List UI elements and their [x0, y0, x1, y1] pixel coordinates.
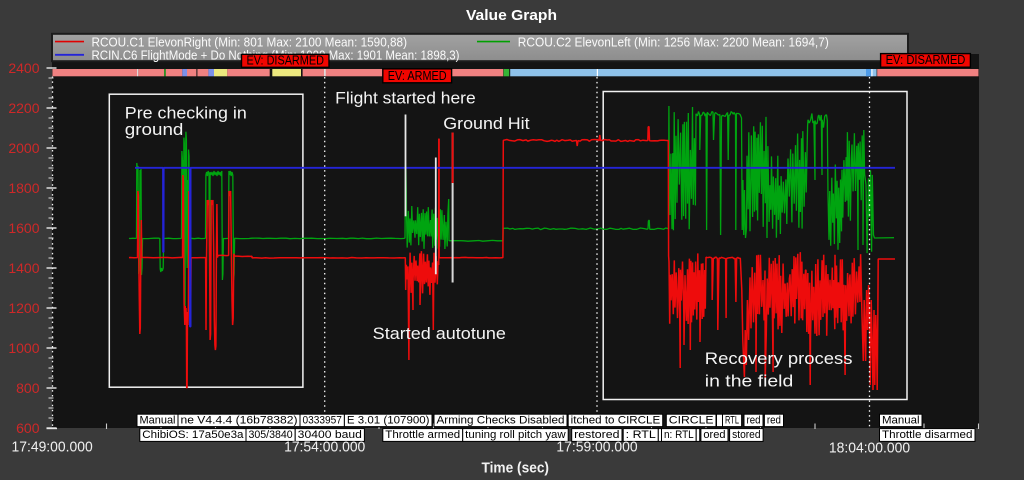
svg-text:ne V4.4.4 (16b78382): ne V4.4.4 (16b78382) [181, 414, 298, 426]
svg-text:1800: 1800 [8, 180, 39, 196]
svg-text:red: red [747, 414, 761, 426]
svg-text:CIRCLE: CIRCLE [669, 414, 714, 426]
svg-text:17:49:00.000: 17:49:00.000 [12, 439, 93, 456]
svg-text:RCOU.C1 ElevonRight (Min: 801: RCOU.C1 ElevonRight (Min: 801 Max: 2100 … [92, 35, 408, 49]
svg-text:ground: ground [125, 120, 184, 139]
svg-text:ChibiOS: 17a50e3a: ChibiOS: 17a50e3a [142, 429, 244, 441]
svg-text:1200: 1200 [8, 300, 39, 316]
svg-text:17:54:00.000: 17:54:00.000 [284, 439, 365, 456]
svg-text:Manual: Manual [140, 414, 176, 426]
svg-text:0333957: 0333957 [303, 414, 342, 426]
svg-text:18:04:00.000: 18:04:00.000 [829, 440, 910, 457]
svg-text:Ground Hit: Ground Hit [443, 114, 530, 133]
svg-text:stored: stored [732, 429, 761, 441]
svg-text:1000: 1000 [8, 340, 39, 356]
svg-text:Started autotune: Started autotune [373, 324, 506, 343]
svg-text:Recovery process: Recovery process [705, 349, 853, 368]
svg-text:n: RTL: n: RTL [664, 429, 694, 441]
svg-text:RCOU.C2 ElevonLeft (Min: 1256: RCOU.C2 ElevonLeft (Min: 1256 Max: 2200 … [518, 35, 829, 49]
svg-text:red: red [767, 414, 781, 426]
svg-text:30400 baud: 30400 baud [298, 429, 362, 441]
svg-text:itched to CIRCLE: itched to CIRCLE [571, 414, 661, 426]
svg-text:EV: ARMED: EV: ARMED [388, 69, 447, 83]
svg-text:RTL: RTL [725, 414, 739, 426]
svg-text:Arming Checks Disabled: Arming Checks Disabled [437, 414, 565, 426]
svg-text:: RTL: : RTL [626, 429, 656, 441]
svg-text:EV: DISARMED: EV: DISARMED [246, 53, 324, 67]
svg-text:Pre checking in: Pre checking in [125, 103, 247, 122]
svg-text:E 3.01 (107900): E 3.01 (107900) [347, 414, 430, 426]
svg-text:tuning roll pitch yaw: tuning roll pitch yaw [465, 429, 566, 441]
svg-text:Manual: Manual [882, 414, 920, 426]
svg-text:17:59:00.000: 17:59:00.000 [556, 439, 637, 456]
svg-text:600: 600 [16, 420, 40, 436]
svg-text:Flight started here: Flight started here [335, 89, 476, 108]
svg-text:1400: 1400 [8, 260, 39, 276]
svg-text:2000: 2000 [8, 140, 39, 156]
svg-text:Time (sec): Time (sec) [482, 460, 550, 476]
svg-text:800: 800 [16, 380, 40, 396]
svg-text:2400: 2400 [8, 60, 39, 76]
svg-text:in the field: in the field [705, 372, 794, 391]
svg-text:1600: 1600 [8, 220, 39, 236]
svg-text:EV: DISARMED: EV: DISARMED [886, 53, 966, 67]
svg-text:restored: restored [574, 429, 619, 441]
svg-text:2200: 2200 [8, 100, 39, 116]
svg-text:Value Graph: Value Graph [466, 7, 557, 24]
svg-text:305/3840: 305/3840 [249, 429, 293, 441]
svg-text:Throttle disarmed: Throttle disarmed [882, 429, 973, 441]
svg-text:Throttle armed: Throttle armed [385, 429, 460, 441]
svg-text:ored: ored [703, 429, 725, 441]
